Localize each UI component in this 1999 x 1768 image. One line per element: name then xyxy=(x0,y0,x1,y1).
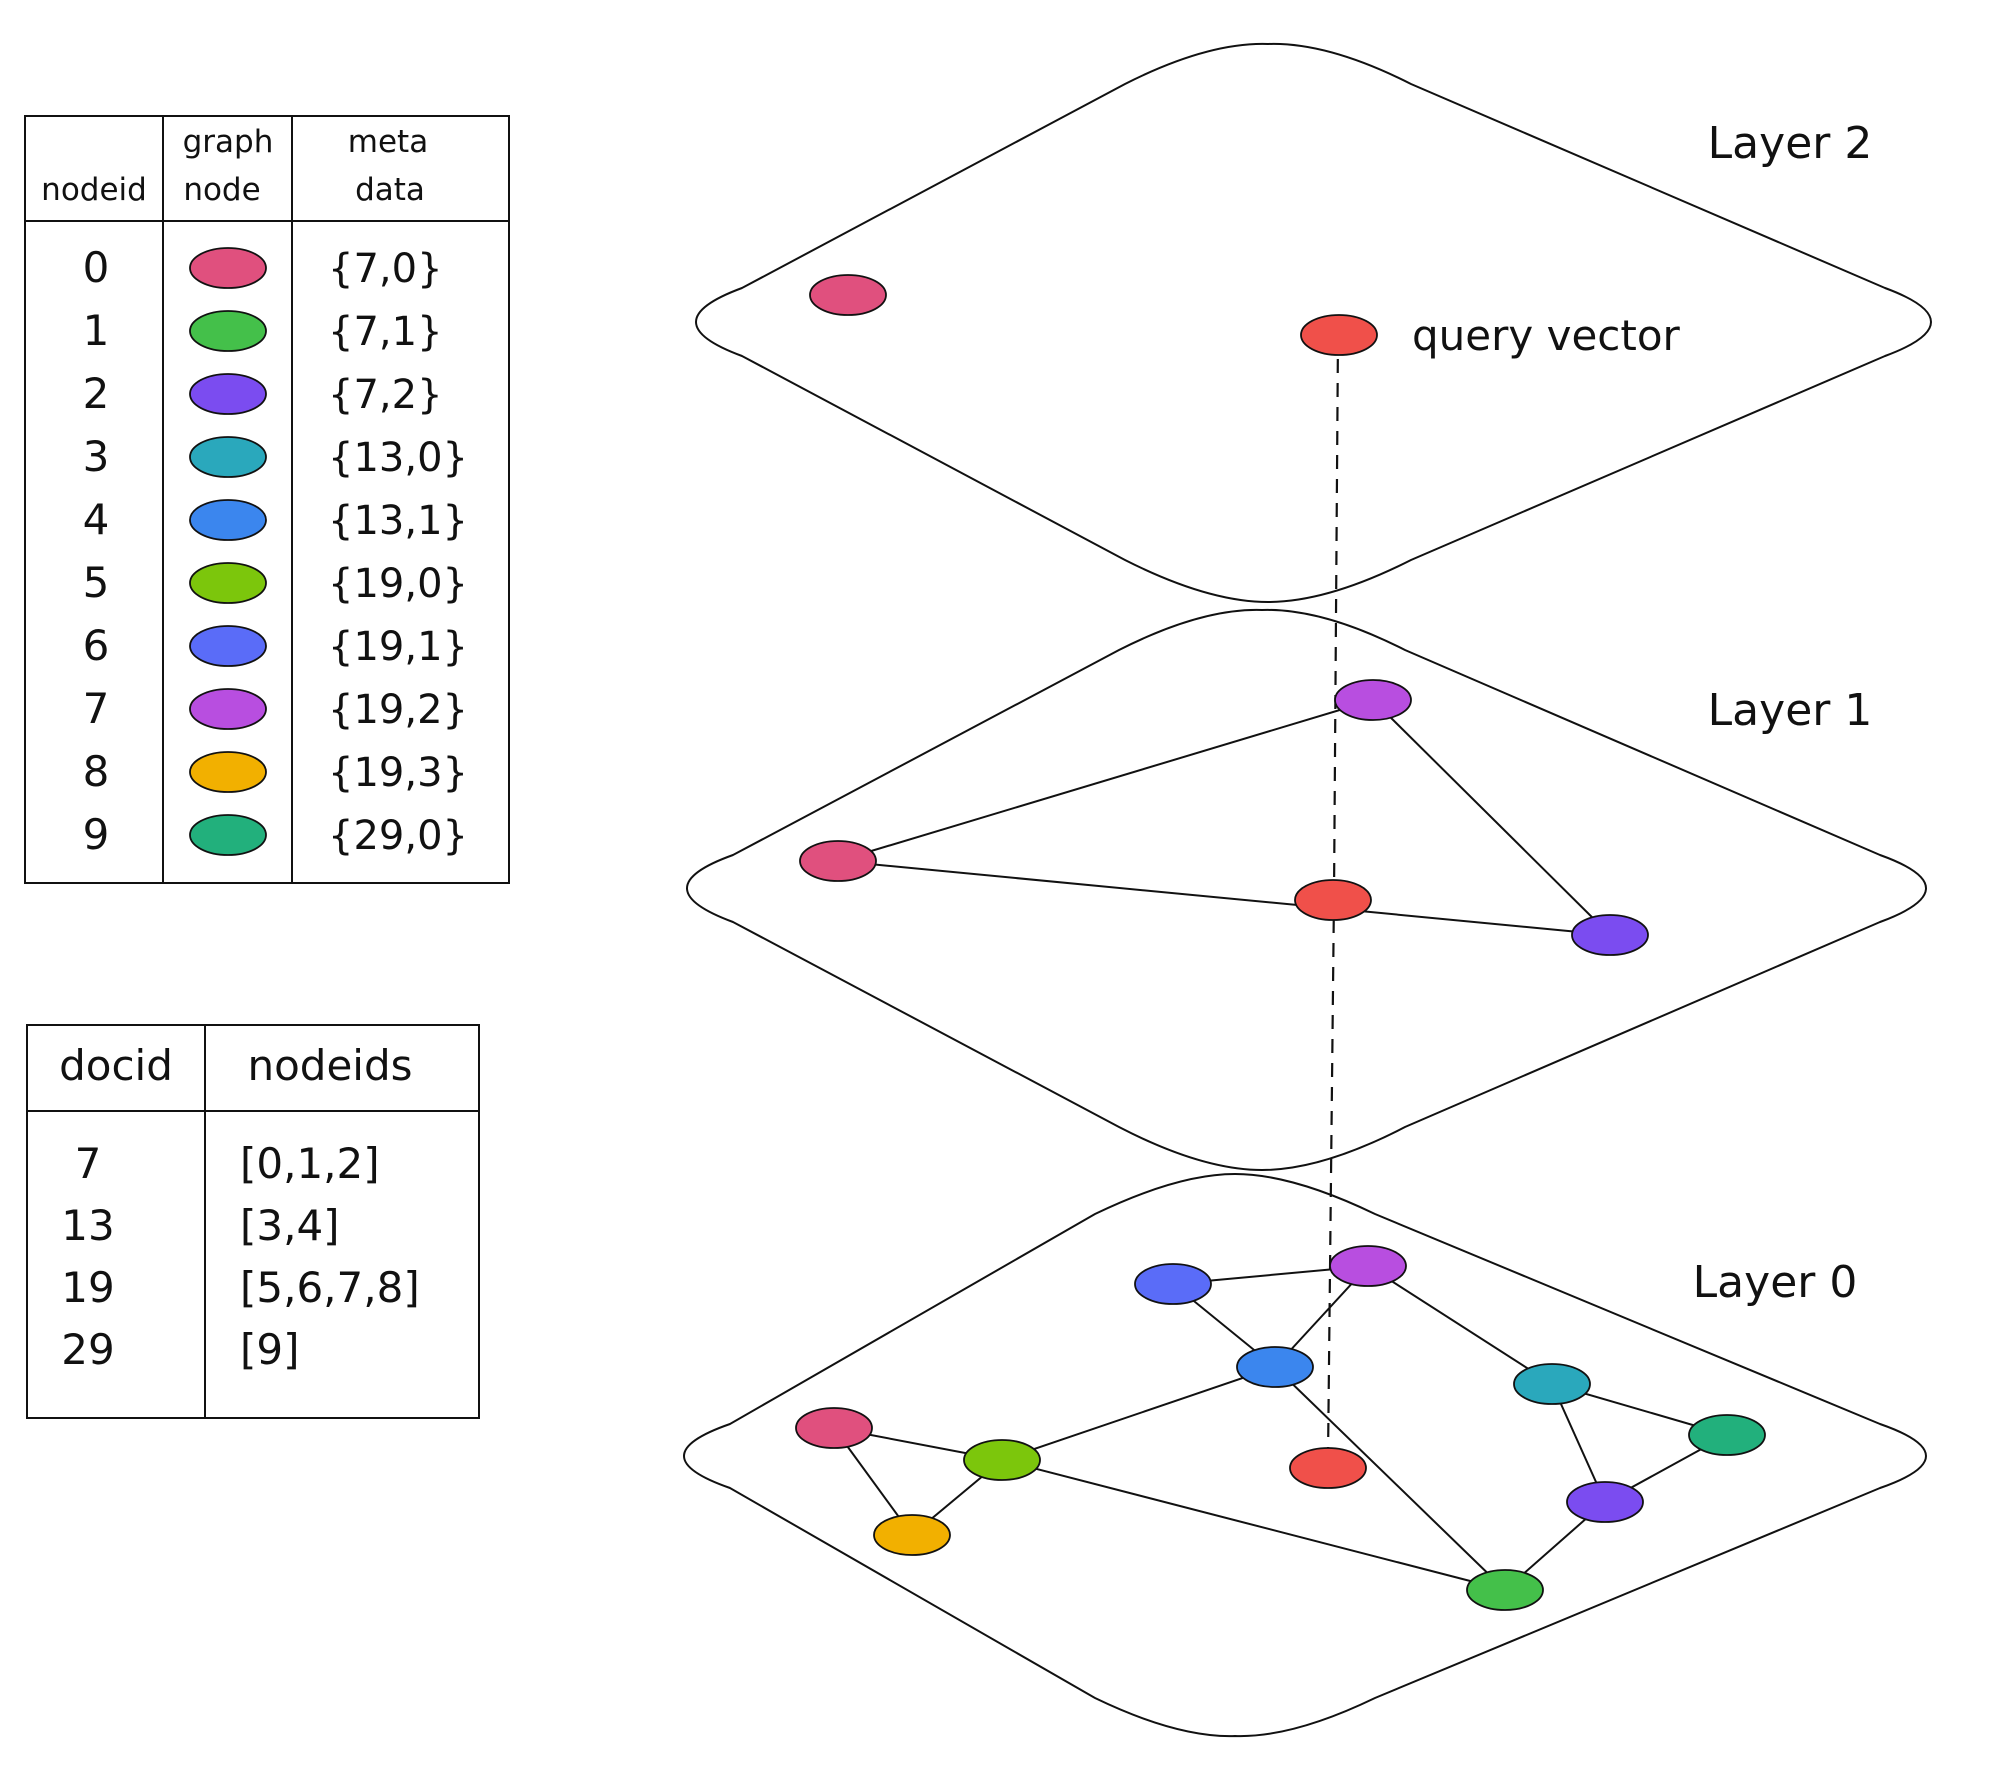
nodeid-cell: 0 xyxy=(83,243,110,292)
doc-table: docid nodeids 7 [0,1,2] 13 [3,4] 19 [5,6,7,8]… xyxy=(26,1024,480,1419)
meta-data-cell: {19,0} xyxy=(328,561,468,607)
header-meta: meta xyxy=(348,124,428,160)
node-table-row: 6 {19,1} xyxy=(83,621,468,670)
graph-node-7 xyxy=(1334,679,1412,721)
graph-node-2 xyxy=(1571,914,1649,956)
meta-data-cell: {7,0} xyxy=(328,246,443,292)
meta-data-cell: {7,2} xyxy=(328,372,443,418)
nodeid-cell: 1 xyxy=(83,306,110,355)
node-table-row: 7 {19,2} xyxy=(83,684,468,733)
doc-table-rows: 7 [0,1,2] 13 [3,4] 19 [5,6,7,8] 29 [9] xyxy=(61,1139,419,1374)
doc-table-row: 13 [3,4] xyxy=(61,1201,339,1250)
graph-node-2 xyxy=(1566,1481,1644,1523)
nodeid-cell: 6 xyxy=(83,621,110,670)
nodeids-cell: [3,4] xyxy=(240,1201,340,1250)
docid-cell: 7 xyxy=(75,1139,102,1188)
query-path-dashed-line xyxy=(1326,894,1336,1459)
graph-node-swatch xyxy=(189,562,267,604)
nodeid-cell: 8 xyxy=(83,747,110,796)
docid-cell: 13 xyxy=(61,1201,114,1250)
node-table-rows: 0 {7,0} 1 {7,1} 2 {7,2} 3 {13,0} 4 {13,1} 5 {19,0} 6… xyxy=(83,243,468,859)
graph-node-0 xyxy=(795,1407,873,1449)
graph-node-6 xyxy=(1134,1263,1212,1305)
node-table-row: 4 {13,1} xyxy=(83,495,468,544)
nodeid-cell: 3 xyxy=(83,432,110,481)
node-table-row: 0 {7,0} xyxy=(83,243,443,292)
layer-0-label: Layer 0 xyxy=(1693,1257,1858,1308)
edge xyxy=(1372,699,1611,936)
layer-1-edges xyxy=(837,699,1611,936)
docid-cell: 29 xyxy=(61,1325,114,1374)
graph-node-swatch xyxy=(189,247,267,289)
meta-data-cell: {7,1} xyxy=(328,309,443,355)
nodeid-cell: 9 xyxy=(83,810,110,859)
meta-data-cell: {19,1} xyxy=(328,624,468,670)
edge xyxy=(1001,1366,1276,1461)
edge xyxy=(1001,1459,1506,1591)
nodeid-cell: 5 xyxy=(83,558,110,607)
node-table-row: 1 {7,1} xyxy=(83,306,443,355)
header-data: data xyxy=(355,172,425,208)
graph-node-swatch xyxy=(189,436,267,478)
node-table: nodeid graph node meta data 0 {7,0} 1 {7,1}… xyxy=(24,115,510,884)
nodeids-cell: [5,6,7,8] xyxy=(240,1263,420,1312)
graph-node-5 xyxy=(963,1439,1041,1481)
header-nodeid: nodeid xyxy=(41,172,147,208)
edge xyxy=(837,699,1374,862)
node-table-row: 2 {7,2} xyxy=(83,369,443,418)
doc-table-row: 19 [5,6,7,8] xyxy=(61,1263,419,1312)
node-table-row: 9 {29,0} xyxy=(83,810,468,859)
layer-1-label: Layer 1 xyxy=(1708,685,1873,736)
header-docid: docid xyxy=(59,1041,173,1090)
graph-node-swatch xyxy=(189,310,267,352)
header-graph: graph xyxy=(183,124,274,160)
doc-table-border xyxy=(26,1024,480,1419)
nodeid-cell: 2 xyxy=(83,369,110,418)
node-table-border xyxy=(24,115,510,884)
doc-table-row: 7 [0,1,2] xyxy=(75,1139,380,1188)
graph-node-swatch xyxy=(189,373,267,415)
nodeids-cell: [9] xyxy=(240,1325,300,1374)
header-nodeids: nodeids xyxy=(247,1041,412,1090)
doc-table-row: 29 [9] xyxy=(61,1325,299,1374)
graph-node-swatch xyxy=(189,499,267,541)
nodeid-cell: 4 xyxy=(83,495,110,544)
graph-node-4 xyxy=(1236,1346,1314,1388)
graph-node-3 xyxy=(1513,1363,1591,1405)
graph-node-swatch xyxy=(189,751,267,793)
graph-node-swatch xyxy=(189,625,267,667)
header-node: node xyxy=(183,172,260,208)
query-vector-label: query vector xyxy=(1412,311,1681,360)
node-table-row: 3 {13,0} xyxy=(83,432,468,481)
query-node xyxy=(1289,1447,1367,1489)
query-node xyxy=(1300,314,1378,356)
meta-data-cell: {13,1} xyxy=(328,498,468,544)
graph-node-0 xyxy=(809,274,887,316)
meta-data-cell: {19,2} xyxy=(328,687,468,733)
query-path-dashed-line xyxy=(1332,334,1340,896)
meta-data-cell: {13,0} xyxy=(328,435,468,481)
meta-data-cell: {19,3} xyxy=(328,750,468,796)
graph-node-0 xyxy=(799,840,877,882)
node-table-row: 8 {19,3} xyxy=(83,747,468,796)
docid-cell: 19 xyxy=(61,1263,114,1312)
graph-node-8 xyxy=(873,1514,951,1556)
nodeid-cell: 7 xyxy=(83,684,110,733)
graph-node-swatch xyxy=(189,814,267,856)
query-node xyxy=(1294,879,1372,921)
graph-node-9 xyxy=(1688,1414,1766,1456)
edge xyxy=(1367,1265,1553,1385)
graph-node-1 xyxy=(1466,1569,1544,1611)
edge xyxy=(1274,1366,1506,1591)
nodeids-cell: [0,1,2] xyxy=(240,1139,380,1188)
graph-node-swatch xyxy=(189,688,267,730)
node-table-row: 5 {19,0} xyxy=(83,558,468,607)
layer-2-label: Layer 2 xyxy=(1708,118,1873,169)
edge xyxy=(837,860,1611,936)
graph-node-7 xyxy=(1329,1245,1407,1287)
meta-data-cell: {29,0} xyxy=(328,813,468,859)
